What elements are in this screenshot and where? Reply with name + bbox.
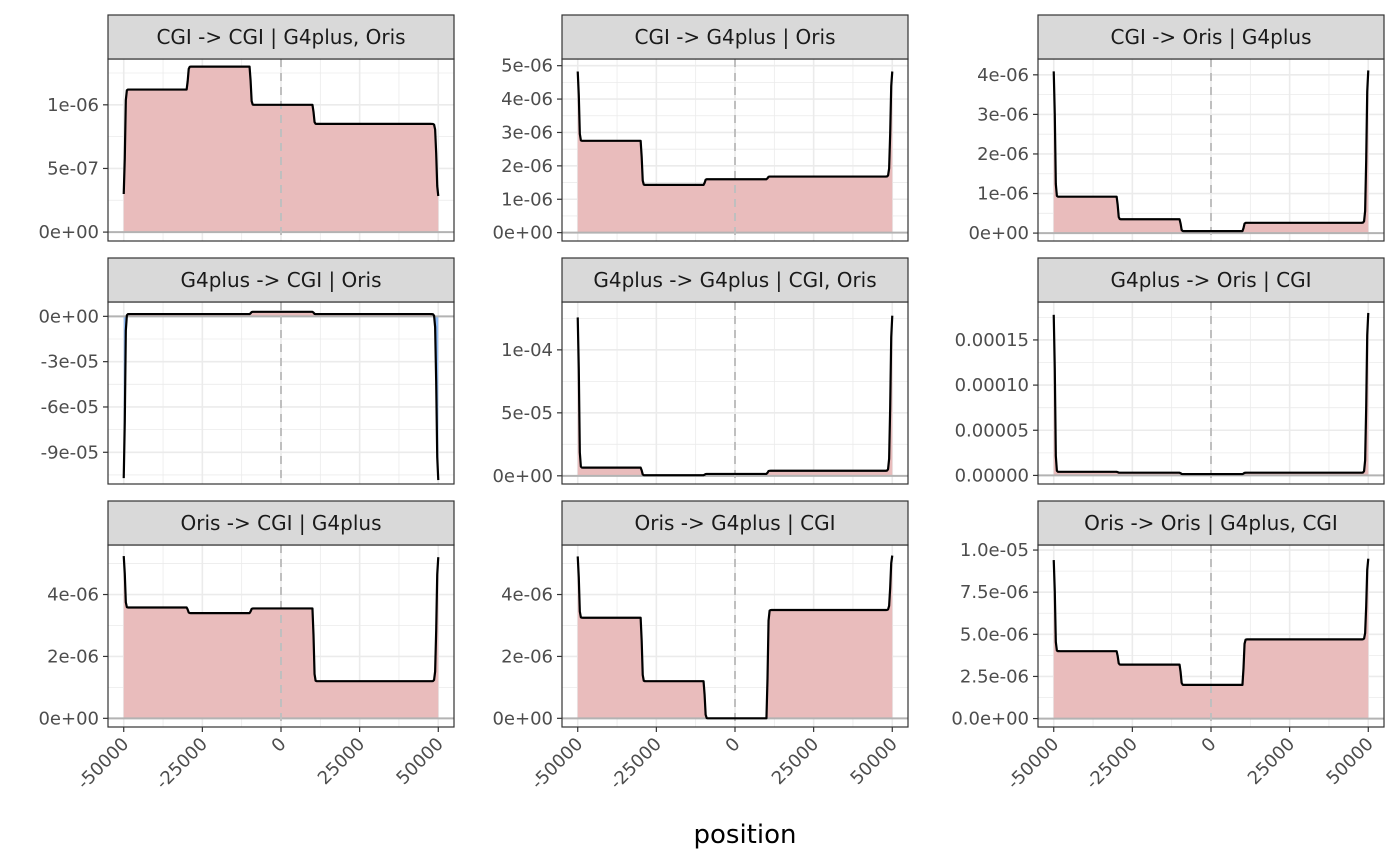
facet-title: Oris -> G4plus | CGI xyxy=(634,511,835,535)
y-tick-label: 1e-06 xyxy=(501,189,553,210)
y-tick-label: 1e-04 xyxy=(501,340,553,361)
facet-strip xyxy=(107,257,455,303)
facet-strip xyxy=(1037,14,1385,60)
y-tick-label: 0e+00 xyxy=(968,223,1029,244)
y-tick-label: 3e-06 xyxy=(977,104,1029,125)
facet-strip xyxy=(107,14,455,60)
y-tick-label: 0.00010 xyxy=(955,375,1029,396)
series-line xyxy=(122,556,440,683)
series-area xyxy=(108,545,454,727)
series-line xyxy=(576,71,894,186)
series-line xyxy=(122,310,440,481)
facet-strip xyxy=(1037,500,1385,546)
facet-title: CGI -> CGI | G4plus, Oris xyxy=(156,25,405,49)
y-tick-label: -3e-05 xyxy=(41,352,99,373)
positive-area xyxy=(123,556,439,719)
facet-strip xyxy=(561,14,909,60)
facet-panel: CGI -> CGI | G4plus, Oris 0e+00 5e-07 1e-06 xyxy=(38,14,455,243)
y-tick-label: 3e-06 xyxy=(501,122,553,143)
panels: CGI -> CGI | G4plus, Oris 0e+00 5e-07 1e-06… xyxy=(38,14,1385,794)
facet-panel: Oris -> G4plus | CGI0e+002e-064e-06-5000… xyxy=(492,500,909,794)
series-area xyxy=(562,59,908,241)
y-tick-label: 5.0e-06 xyxy=(960,624,1029,645)
y-tick-label: 2e-06 xyxy=(47,646,99,667)
y-tick-label: 0e+00 xyxy=(38,222,99,243)
y-tick-label: 0e+00 xyxy=(38,708,99,729)
y-tick-label: 5e-06 xyxy=(501,56,553,77)
y-tick-label: 1e-06 xyxy=(47,95,99,116)
y-tick-label: 1e-06 xyxy=(977,184,1029,205)
facet-title: CGI -> Oris | G4plus xyxy=(1110,25,1311,49)
facet-title: G4plus -> CGI | Oris xyxy=(180,268,381,292)
facet-panel: Oris -> Oris | G4plus, CGI 0.0e+00 2.5e-06… xyxy=(951,500,1385,794)
facet-title: CGI -> G4plus | Oris xyxy=(634,25,835,49)
y-tick-label: 2e-06 xyxy=(501,646,553,667)
facet-panel: G4plus -> Oris | CGI 0.00000 0.00005 0.0001… xyxy=(955,257,1385,486)
series-line xyxy=(1052,70,1370,233)
facet-strip xyxy=(107,500,455,546)
y-tick-label: 0.00000 xyxy=(955,465,1029,486)
y-tick-label: 0e+00 xyxy=(492,708,553,729)
positive-area xyxy=(1053,70,1369,234)
y-tick-label: -9e-05 xyxy=(41,442,99,463)
y-tick-label: 4e-06 xyxy=(501,585,553,606)
y-tick-label: 7.5e-06 xyxy=(960,582,1029,603)
series-line xyxy=(1052,558,1370,686)
facet-strip xyxy=(561,500,909,546)
facet-strip xyxy=(561,257,909,303)
facet-panel: G4plus -> G4plus | CGI, Oris 0e+00 5e-05 1e… xyxy=(492,257,909,487)
y-tick-label: 2.5e-06 xyxy=(960,666,1029,687)
facet-title: G4plus -> G4plus | CGI, Oris xyxy=(593,268,876,292)
y-tick-label: 1.0e-05 xyxy=(960,540,1029,561)
series-area xyxy=(108,302,454,484)
positive-area xyxy=(1053,558,1369,719)
facet-title: Oris -> Oris | G4plus, CGI xyxy=(1084,511,1338,535)
facet-strip xyxy=(1037,257,1385,303)
series-area xyxy=(562,302,908,484)
facet-title: G4plus -> Oris | CGI xyxy=(1110,268,1311,292)
series-area xyxy=(108,59,454,241)
series-line xyxy=(1052,312,1370,476)
y-tick-label: 0.00015 xyxy=(955,330,1029,351)
y-tick-label: 0.00005 xyxy=(955,420,1029,441)
y-tick-label: 0e+00 xyxy=(492,223,553,244)
series-area xyxy=(1038,302,1384,484)
series-line xyxy=(576,555,894,720)
y-tick-label: 2e-06 xyxy=(501,156,553,177)
y-tick-label: 0e+00 xyxy=(38,306,99,327)
y-tick-label: -6e-05 xyxy=(41,397,99,418)
series-line xyxy=(576,315,894,477)
positive-area xyxy=(577,555,893,719)
facet-panel: CGI -> Oris | G4plus 0e+00 1e-06 2e-06 3e-06… xyxy=(968,14,1385,244)
series-line xyxy=(122,65,440,197)
y-tick-label: 4e-06 xyxy=(501,89,553,110)
series-area xyxy=(1038,545,1384,727)
y-tick-label: 4e-06 xyxy=(977,65,1029,86)
positive-area xyxy=(123,311,439,317)
y-tick-label: 0.0e+00 xyxy=(951,709,1029,730)
y-tick-label: 2e-06 xyxy=(977,144,1029,165)
y-tick-label: 5e-07 xyxy=(47,158,99,179)
facet-title: Oris -> CGI | G4plus xyxy=(180,511,381,535)
y-tick-label: 4e-06 xyxy=(47,585,99,606)
facet-panel: G4plus -> CGI | Oris 0e+00 -3e-05 -6e-05 -9e… xyxy=(38,257,455,485)
positive-area xyxy=(577,71,893,233)
x-axis-title: position xyxy=(694,820,797,850)
y-tick-label: 5e-05 xyxy=(501,403,553,424)
series-area xyxy=(562,545,908,727)
panel-grid xyxy=(1038,302,1384,484)
facet-panel: CGI -> G4plus | Oris 0e+00 1e-06 2e-06 3e-06… xyxy=(492,14,909,244)
y-tick-label: 0e+00 xyxy=(492,466,553,487)
series-area xyxy=(1038,59,1384,241)
